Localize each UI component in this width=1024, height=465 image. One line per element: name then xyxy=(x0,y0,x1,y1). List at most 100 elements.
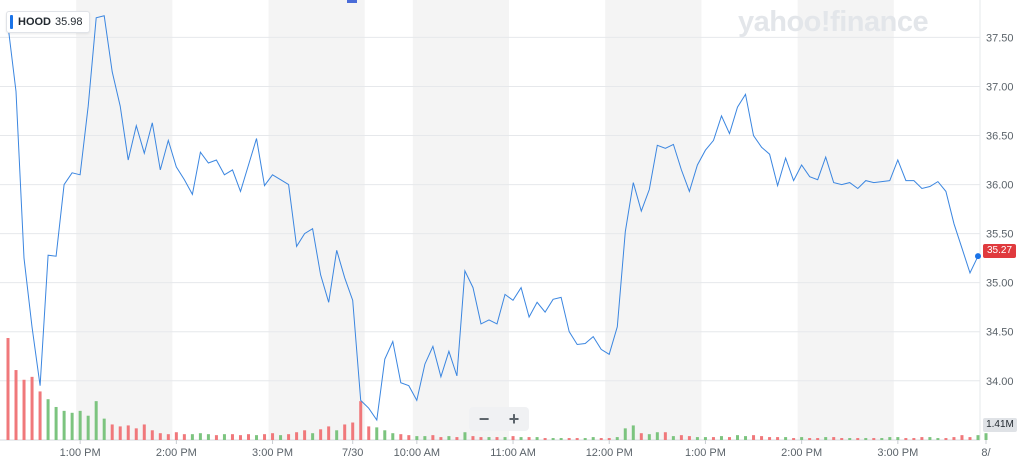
volume-bar xyxy=(832,437,836,440)
volume-bar xyxy=(126,425,130,440)
volume-bar xyxy=(303,430,307,440)
volume-bar xyxy=(22,379,26,440)
y-axis: 37.50 37.00 36.50 36.00 35.50 35.00 34.50 34.00 xyxy=(986,32,1014,387)
volume-bar xyxy=(311,433,315,440)
volume-bar xyxy=(639,433,643,440)
volume-bar xyxy=(487,437,491,440)
y-tick-label: 34.50 xyxy=(986,327,1014,339)
legend-symbol: HOOD xyxy=(18,16,51,28)
volume-bar xyxy=(591,437,595,440)
volume-bar xyxy=(94,401,98,440)
y-tick-label: 36.00 xyxy=(986,180,1014,192)
volume-bar xyxy=(896,437,900,440)
session-band xyxy=(412,0,510,440)
volume-bar xyxy=(575,438,579,440)
volume-bar xyxy=(936,438,940,440)
symbol-legend[interactable]: HOOD 35.98 xyxy=(6,11,90,33)
last-point-marker xyxy=(975,253,981,260)
volume-bar xyxy=(6,338,10,440)
volume-bar xyxy=(150,430,154,440)
volume-bar xyxy=(864,438,868,440)
x-tick-label: 2:00 PM xyxy=(781,447,822,459)
volume-bar xyxy=(679,435,683,440)
session-band xyxy=(605,0,702,440)
volume-bar xyxy=(166,434,170,440)
volume-bar xyxy=(335,430,339,440)
volume-bar xyxy=(711,437,715,440)
max-volume-tag: 1.41M xyxy=(983,418,1017,432)
x-tick-label: 12:00 PM xyxy=(586,447,633,459)
volume-bar xyxy=(30,376,34,440)
volume-bar xyxy=(70,412,74,440)
volume-bar xyxy=(623,428,627,440)
volume-bar xyxy=(776,437,780,440)
volume-bar xyxy=(230,434,234,440)
volume-bar xyxy=(976,435,980,440)
volume-bar xyxy=(768,437,772,440)
volume-bar xyxy=(367,426,371,440)
zoom-in-button[interactable]: + xyxy=(508,409,520,429)
last-price-tag: 35.27 xyxy=(983,244,1016,258)
volume-bar xyxy=(631,425,635,440)
volume-bar xyxy=(984,433,988,440)
legend-value: 35.98 xyxy=(55,16,83,28)
volume-bar xyxy=(904,438,908,440)
volume-bar xyxy=(495,437,499,440)
volume-bar xyxy=(944,438,948,440)
volume-bar xyxy=(222,434,226,440)
session-bands xyxy=(76,0,894,440)
volume-bar xyxy=(38,391,42,440)
y-tick-label: 36.50 xyxy=(986,131,1014,143)
yahoo-finance-logo: yahoo!finance xyxy=(738,6,929,38)
volume-bar xyxy=(519,437,523,440)
zoom-out-button[interactable]: − xyxy=(478,409,490,429)
volume-bar xyxy=(455,437,459,440)
volume-bar xyxy=(62,410,66,440)
x-tick-label: 3:00 PM xyxy=(877,447,918,459)
volume-bar xyxy=(800,437,804,440)
session-band xyxy=(76,0,173,440)
volume-bar xyxy=(359,401,363,440)
volume-bar xyxy=(102,418,106,440)
volume-bar xyxy=(527,437,531,440)
volume-bar xyxy=(727,437,731,440)
volume-bar xyxy=(263,434,267,440)
x-tick-label: 1:00 PM xyxy=(685,447,726,459)
volume-bar xyxy=(391,433,395,440)
volume-bar xyxy=(343,424,347,440)
volume-bar xyxy=(287,434,291,440)
x-tick-label: 7/30 xyxy=(342,447,363,459)
volume-bar xyxy=(134,428,138,440)
volume-bar xyxy=(583,438,587,440)
volume-bar xyxy=(415,436,419,440)
session-band xyxy=(268,0,365,440)
volume-bar xyxy=(543,438,547,440)
volume-bar xyxy=(912,438,916,440)
volume-bar xyxy=(551,438,555,440)
volume-bar xyxy=(471,436,475,440)
volume-bar xyxy=(327,426,331,440)
volume-bar xyxy=(383,430,387,440)
volume-bar xyxy=(238,435,242,440)
volume-bar xyxy=(399,434,403,440)
volume-bar xyxy=(255,435,259,440)
volume-bar xyxy=(607,438,611,440)
x-tick-label: 2:00 PM xyxy=(156,447,197,459)
volume-bars xyxy=(6,338,988,440)
x-tick-label: 8/ xyxy=(981,447,991,459)
volume-bar xyxy=(856,438,860,440)
volume-bar xyxy=(447,436,451,440)
price-series-line xyxy=(7,15,979,422)
volume-bar xyxy=(784,437,788,440)
volume-bar xyxy=(671,436,675,440)
y-tick-label: 34.00 xyxy=(986,376,1014,388)
volume-bar xyxy=(295,432,299,440)
volume-bar xyxy=(158,433,162,440)
y-tick-label: 35.00 xyxy=(986,278,1014,290)
volume-bar xyxy=(174,432,178,440)
volume-bar xyxy=(118,426,122,440)
volume-bar xyxy=(142,424,146,440)
volume-bar xyxy=(880,438,884,440)
volume-bar xyxy=(736,435,740,440)
